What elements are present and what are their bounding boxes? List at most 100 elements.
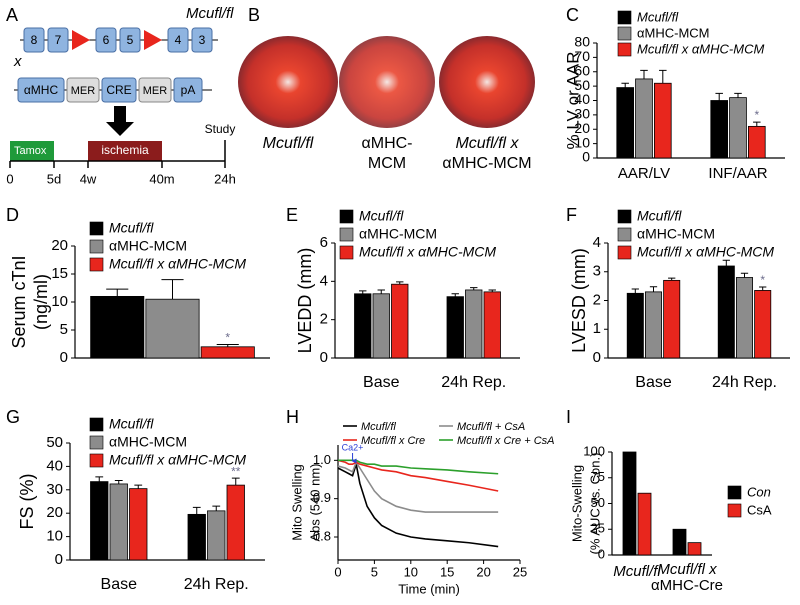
bar: [129, 488, 148, 561]
x-tick-label: 15: [440, 564, 454, 579]
bar: [187, 513, 206, 561]
y-tick-label: 10: [46, 528, 63, 545]
legend-swatch: [617, 245, 632, 260]
y-tick-label: 6: [320, 234, 328, 251]
panel-letter: F: [566, 205, 577, 225]
y-axis-label: Abs (540 nm): [307, 463, 322, 541]
error-bar: [451, 293, 459, 297]
tamox-box: [10, 141, 54, 161]
bar: [207, 510, 226, 561]
y-tick-label: 20: [46, 504, 63, 521]
y-tick-label: 20: [574, 120, 590, 136]
construct-part: MER: [71, 85, 96, 97]
panel-a: A Mcufl/fl 8 7 6 5 4 3 x αMHC MER CRE ME…: [6, 5, 236, 187]
legend-swatch: [617, 42, 632, 57]
error-bar: [659, 69, 667, 84]
legend-swatch: [617, 227, 632, 242]
bar: [663, 279, 681, 359]
y-tick-label: 0: [320, 349, 328, 366]
x-tick-label: 24h Rep.: [712, 374, 777, 391]
allele-title: Mcufl/fl: [186, 5, 234, 22]
legend-label: Mcufl/fl: [359, 208, 404, 224]
panel-letter: I: [566, 407, 571, 427]
error-bar: [668, 277, 676, 281]
y-tick-label: 40: [574, 91, 590, 107]
y-axis-label: (% AUC vs. Con.): [587, 453, 602, 555]
phase-label: Tamox: [14, 145, 47, 157]
y-tick-label: 50: [574, 77, 590, 93]
bar: [736, 277, 754, 359]
legend-swatch: [89, 221, 104, 236]
bar: [710, 100, 728, 159]
bar: [145, 298, 200, 359]
construct-part: MER: [143, 85, 168, 97]
bar: [717, 265, 735, 359]
bar: [687, 542, 702, 556]
y-tick-label: 30: [574, 106, 590, 122]
legend-swatch: [89, 435, 104, 450]
x-tick-label: INF/AAR: [708, 165, 767, 182]
legend-label: αMHC-MCM: [109, 238, 187, 254]
x-tick-label: Mcufl/fl: [613, 563, 661, 580]
legend-label: Mcufl/fl x Cre + CsA: [457, 435, 555, 447]
legend-swatch: [89, 453, 104, 468]
legend-label: αMHC-MCM: [109, 434, 187, 450]
y-tick-label: 0.8: [313, 528, 331, 543]
time-label: 5d: [47, 171, 61, 186]
x-tick-label: AAR/LV: [618, 165, 670, 182]
line: [337, 463, 499, 548]
bar: [391, 283, 409, 359]
x-tick-label: 0: [334, 564, 341, 579]
legend-label: Mcufl/fl: [637, 9, 679, 24]
bar: [645, 291, 663, 359]
bar: [748, 125, 766, 159]
bar: [226, 484, 245, 561]
y-tick-label: 40: [46, 457, 63, 474]
legend-label: Mcufl/fl x αMHC-MCM: [637, 41, 764, 56]
legend-label: Mcufl/fl: [109, 416, 154, 432]
bar: [637, 492, 652, 556]
annotation: *: [225, 331, 230, 345]
legend-label: Con: [747, 484, 771, 499]
legend-swatch: [617, 209, 632, 224]
x-tick-label: Base: [635, 374, 672, 391]
y-tick-label: 2: [593, 291, 601, 308]
legend-label: CsA: [747, 502, 772, 517]
bar: [90, 295, 145, 359]
y-tick-label: 10: [51, 293, 68, 310]
y-tick-label: 4: [320, 272, 328, 289]
bar: [109, 483, 128, 561]
error-bar: [161, 279, 184, 300]
y-tick-label: 25: [591, 521, 605, 536]
y-tick-label: 10: [574, 134, 590, 150]
y-tick-label: 20: [51, 237, 68, 254]
bar: [672, 528, 687, 556]
y-tick-label: 0: [593, 349, 601, 366]
legend-label: Mcufl/fl + CsA: [457, 421, 525, 433]
error-bar: [231, 477, 240, 486]
y-tick-label: 80: [574, 34, 590, 50]
line: [337, 459, 499, 492]
x-tick-label: 24h Rep.: [441, 374, 506, 391]
y-tick-label: 3: [593, 263, 601, 280]
y-tick-label: 1.0: [313, 452, 331, 467]
y-axis-label: Mito Swelling: [289, 464, 304, 541]
bar: [635, 78, 653, 159]
legend-label: αMHC-MCM: [637, 226, 715, 242]
bar: [616, 87, 634, 159]
error-bar: [377, 289, 385, 294]
line: [337, 460, 499, 513]
y-tick-label: 0: [598, 546, 605, 561]
y-tick-label: 15: [51, 265, 68, 282]
annotation: *: [754, 108, 759, 122]
x-tick-label: 20: [476, 564, 490, 579]
exon: 3: [199, 33, 206, 47]
study-label: Study: [205, 122, 236, 136]
x-tick-label: Base: [363, 374, 400, 391]
heart-image: [439, 36, 535, 128]
y-axis-label: Serum cTnI: [9, 255, 29, 348]
exon: 6: [103, 33, 110, 47]
legend-label: αMHC-MCM: [637, 25, 710, 40]
bar: [372, 293, 390, 359]
